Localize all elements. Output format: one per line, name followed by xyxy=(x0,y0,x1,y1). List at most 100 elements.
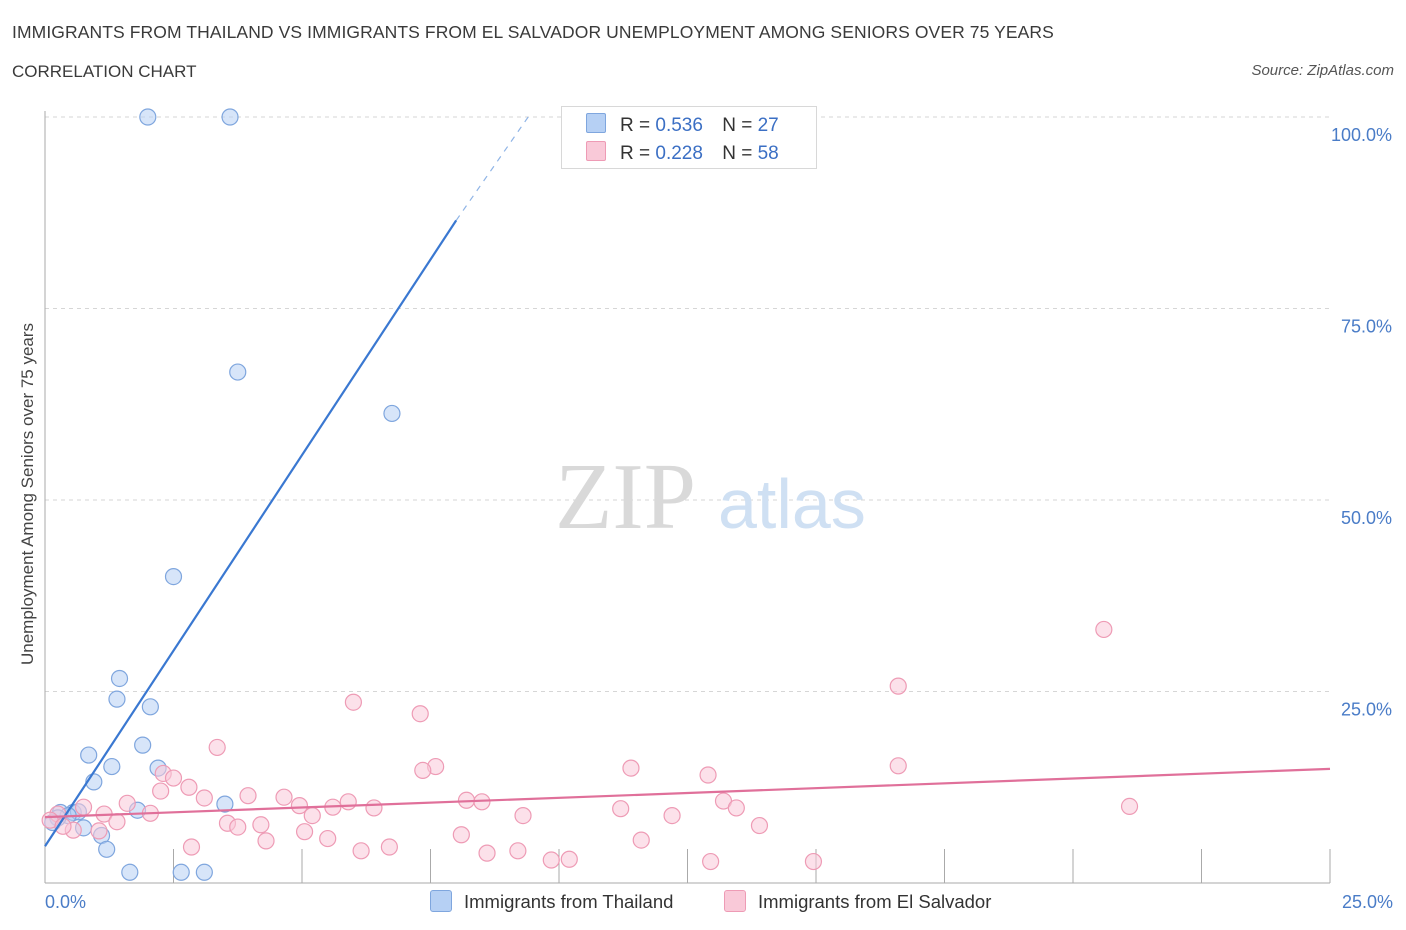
source-label: Source: ZipAtlas.com xyxy=(1251,62,1394,79)
el-salvador-point xyxy=(560,850,578,868)
el-salvador-point xyxy=(889,757,907,775)
el-salvador-point xyxy=(622,759,640,777)
legend-n-label: N = xyxy=(722,143,753,164)
thailand-point xyxy=(172,863,190,881)
bottom-legend-swatch-thailand xyxy=(430,890,452,912)
el-salvador-point xyxy=(252,816,270,834)
thailand-point xyxy=(134,736,152,754)
trend-lines xyxy=(44,116,1331,847)
watermark: ZIP atlas xyxy=(555,445,866,549)
el-salvador-point xyxy=(702,852,720,871)
el-salvador-point xyxy=(339,793,357,811)
y-tick-label: 25.0% xyxy=(1341,700,1392,720)
thailand-point xyxy=(221,108,239,126)
el-salvador-point xyxy=(663,806,681,825)
el-salvador-point xyxy=(514,806,532,825)
legend-n-label: N = xyxy=(722,115,753,136)
thailand-point xyxy=(110,669,129,688)
el-salvador-point xyxy=(195,789,213,807)
thailand-point xyxy=(229,363,247,381)
el-salvador-point xyxy=(182,838,201,856)
thailand-point xyxy=(121,863,139,881)
el-salvador-trend-line xyxy=(44,767,1331,819)
el-salvador-point xyxy=(414,761,432,779)
chart-title: IMMIGRANTS FROM THAILAND VS IMMIGRANTS F… xyxy=(12,22,1054,42)
bottom-legend-thailand: Immigrants from Thailand xyxy=(430,890,673,913)
y-tick-label: 75.0% xyxy=(1341,317,1392,337)
legend-r-value-thailand: 0.536 xyxy=(655,115,703,136)
el-salvador-point xyxy=(411,705,429,723)
el-salvador-point xyxy=(380,838,398,856)
thailand-point xyxy=(108,690,126,708)
legend-r-value-el-salvador: 0.228 xyxy=(655,143,703,164)
el-salvador-point xyxy=(118,794,136,812)
el-salvador-point xyxy=(365,799,383,817)
thailand-point xyxy=(139,108,157,126)
y-tick-label: 100.0% xyxy=(1331,125,1392,145)
el-salvador-point xyxy=(452,826,470,844)
el-salvador-point xyxy=(303,806,321,825)
tick-labels: 25.0% 50.0% 75.0% 100.0% 0.0% 25.0% xyxy=(45,125,1393,912)
grid-lines xyxy=(45,116,1330,692)
el-salvador-point xyxy=(889,677,907,695)
el-salvador-point xyxy=(74,798,93,816)
bottom-legend-swatch-el-salvador xyxy=(724,890,746,912)
el-salvador-point xyxy=(319,829,337,848)
el-salvador-point xyxy=(90,822,108,840)
el-salvador-point xyxy=(1095,620,1113,639)
el-salvador-point xyxy=(290,797,309,815)
el-salvador-point xyxy=(344,693,362,711)
el-salvador-point xyxy=(108,813,126,831)
legend-r-label: R = xyxy=(620,143,651,164)
el-salvador-point xyxy=(612,800,630,818)
legend-row-el-salvador: R = 0.228 N = 58 xyxy=(586,141,779,165)
legend-n-value-el-salvador: 58 xyxy=(757,143,779,164)
el-salvador-point xyxy=(750,816,769,835)
thailand-trend-line xyxy=(44,219,458,847)
el-salvador-point xyxy=(239,787,257,805)
legend-swatch-el-salvador xyxy=(586,141,606,161)
bottom-legend-label-thailand: Immigrants from Thailand xyxy=(464,891,674,912)
el-salvador-point xyxy=(804,852,823,871)
bottom-legend-label-el-salvador: Immigrants from El Salvador xyxy=(758,891,992,912)
el-salvador-point xyxy=(164,769,183,787)
thailand-point xyxy=(98,840,116,858)
thailand-point xyxy=(383,404,401,423)
data-points xyxy=(41,108,1139,881)
el-salvador-point xyxy=(542,851,560,869)
bottom-legend-el-salvador: Immigrants from El Salvador xyxy=(724,890,991,913)
el-salvador-point xyxy=(275,788,293,806)
el-salvador-point xyxy=(509,842,527,860)
correlation-legend: R = 0.536 N = 27 R = 0.228 N = 58 xyxy=(561,106,817,169)
el-salvador-point xyxy=(180,778,198,796)
legend-row-thailand: R = 0.536 N = 27 xyxy=(586,113,779,137)
el-salvador-point xyxy=(352,842,370,860)
y-tick-label: 50.0% xyxy=(1341,508,1392,528)
x-tick-label: 25.0% xyxy=(1342,892,1393,912)
x-tick-label: 0.0% xyxy=(45,892,86,912)
el-salvador-point xyxy=(478,844,496,862)
el-salvador-point xyxy=(257,832,275,850)
thailand-point xyxy=(164,567,183,586)
thailand-point xyxy=(195,863,213,881)
el-salvador-point xyxy=(152,782,170,800)
legend-n-value-thailand: 27 xyxy=(757,115,779,136)
el-salvador-point xyxy=(699,766,717,784)
thailand-trend-extension xyxy=(455,116,529,221)
thailand-point xyxy=(103,757,121,776)
thailand-point xyxy=(216,795,234,813)
el-salvador-point xyxy=(295,823,314,841)
legend-r-label: R = xyxy=(620,115,651,136)
el-salvador-point xyxy=(1120,797,1139,816)
el-salvador-point xyxy=(208,738,226,757)
watermark-atlas: atlas xyxy=(718,465,866,543)
axes xyxy=(44,111,1331,884)
el-salvador-point xyxy=(727,799,745,817)
thailand-point xyxy=(80,746,98,764)
el-salvador-point xyxy=(632,831,650,849)
el-salvador-point xyxy=(229,818,247,836)
chart-subtitle: CORRELATION CHART xyxy=(12,62,197,81)
legend-swatch-thailand xyxy=(586,113,606,133)
watermark-zip: ZIP xyxy=(555,445,696,549)
